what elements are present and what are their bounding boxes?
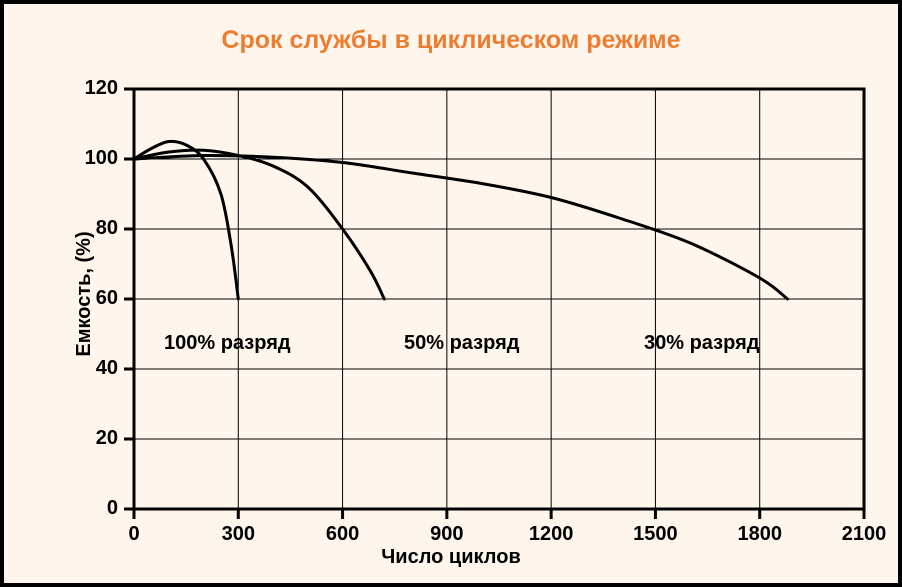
x-tick-label: 1200 [526, 523, 576, 546]
chart-plot [4, 4, 898, 583]
x-tick-label: 1500 [630, 523, 680, 546]
y-tick-label: 100 [85, 147, 118, 170]
chart-frame: Срок службы в циклическом режиме Емкость… [0, 0, 902, 587]
x-tick-label: 2100 [839, 523, 889, 546]
x-tick-label: 0 [109, 523, 159, 546]
series-label: 50% разряд [404, 332, 519, 355]
y-tick-label: 60 [96, 287, 118, 310]
x-tick-label: 1800 [735, 523, 785, 546]
y-tick-label: 0 [107, 497, 118, 520]
series-label: 100% разряд [164, 332, 291, 355]
x-tick-label: 900 [422, 523, 472, 546]
y-tick-label: 120 [85, 77, 118, 100]
series-label: 30% разряд [644, 332, 759, 355]
y-tick-label: 40 [96, 357, 118, 380]
x-tick-label: 300 [213, 523, 263, 546]
y-tick-label: 20 [96, 427, 118, 450]
y-tick-label: 80 [96, 217, 118, 240]
x-tick-label: 600 [318, 523, 368, 546]
